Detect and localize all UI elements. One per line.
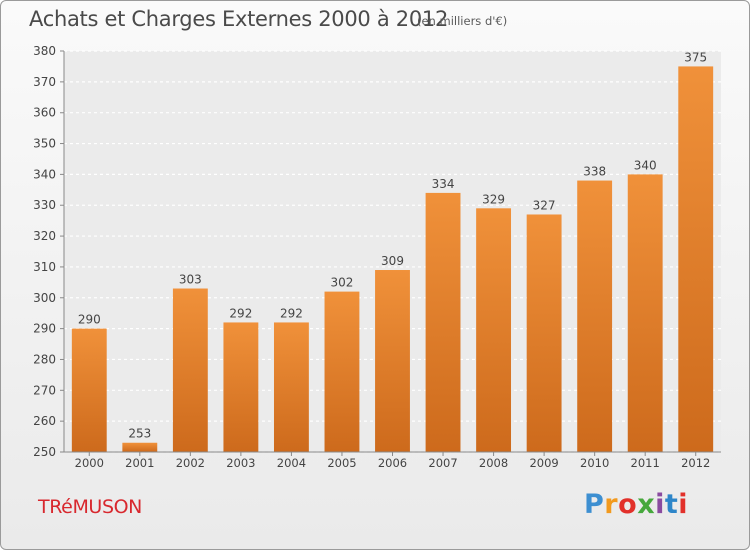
bars [71, 66, 714, 453]
x-tick-label: 2007 [428, 456, 457, 470]
y-tick-label: 370 [33, 75, 56, 89]
y-tick-label: 360 [33, 106, 56, 120]
bar [172, 288, 208, 452]
x-tick-label: 2008 [479, 456, 508, 470]
x-tick-label: 2002 [176, 456, 205, 470]
y-tick-label: 260 [33, 414, 56, 428]
x-tick-labels: 2000 2001 2002 2003 2004 2005 2006 2007 2008 2009… [75, 452, 710, 470]
bar [122, 442, 158, 452]
bar [273, 322, 309, 452]
bar [375, 270, 410, 452]
logo-letter: o [618, 489, 638, 520]
y-tick-label: 290 [33, 322, 56, 336]
bar [577, 180, 613, 453]
bar-value-label: 375 [684, 50, 707, 64]
bar-value-label: 292 [229, 306, 252, 320]
bar-value-label: 290 [78, 313, 101, 327]
y-tick-label: 340 [33, 167, 56, 181]
y-tick-labels: 250 260 270 280 290 300 310 320 330 340 350 360 370 3… [33, 44, 64, 459]
x-tick-label: 2000 [75, 456, 104, 470]
x-tick-label: 2004 [277, 456, 306, 470]
x-tick-label: 2012 [681, 456, 710, 470]
bar-value-label: 303 [179, 273, 202, 287]
bar [324, 291, 360, 452]
chart-subtitle: (en milliers d'€) [417, 14, 508, 28]
logo-letter: P [584, 489, 605, 520]
bar-value-label: 292 [280, 306, 303, 320]
logo-letter: t [664, 489, 679, 520]
bar [476, 208, 512, 452]
x-tick-label: 2006 [378, 456, 407, 470]
y-tick-label: 280 [33, 352, 56, 366]
y-tick-label: 320 [33, 229, 56, 243]
logo-letter: r [604, 489, 619, 520]
x-tick-label: 2003 [226, 456, 255, 470]
bar [71, 328, 107, 452]
commune-name: TRéMUSON [38, 496, 142, 518]
x-tick-label: 2009 [529, 456, 558, 470]
bar-value-label: 302 [331, 276, 354, 290]
bar [678, 66, 714, 452]
x-tick-label: 2010 [580, 456, 609, 470]
x-tick-label: 2005 [327, 456, 356, 470]
bar-value-label: 340 [634, 158, 657, 172]
bar-value-label: 309 [381, 254, 404, 268]
y-tick-label: 300 [33, 291, 56, 305]
y-tick-label: 350 [33, 137, 56, 151]
y-tick-label: 310 [33, 260, 56, 274]
y-tick-label: 380 [33, 44, 56, 58]
logo-letter: i [655, 489, 665, 520]
x-tick-label: 2011 [631, 456, 660, 470]
bar-value-label: 253 [128, 427, 151, 441]
bar-value-label: 338 [583, 165, 606, 179]
y-tick-label: 250 [33, 445, 56, 459]
bar [526, 214, 562, 452]
logo-letter: x [637, 489, 656, 520]
bar-labels: 290 253 303 292 292 302 309 334 329 327 338 340 375 [78, 50, 707, 440]
bar-value-label: 334 [432, 177, 455, 191]
bar-value-label: 327 [533, 198, 556, 212]
bar-value-label: 329 [482, 192, 505, 206]
bar [223, 322, 259, 452]
y-tick-label: 270 [33, 383, 56, 397]
y-tick-label: 330 [33, 198, 56, 212]
bar [627, 174, 663, 452]
x-tick-label: 2001 [125, 456, 154, 470]
bar [425, 192, 461, 452]
chart-title: Achats et Charges Externes 2000 à 2012 [29, 7, 449, 31]
proxiti-logo[interactable]: Proxiti [584, 489, 688, 520]
logo-letter: i [678, 489, 689, 520]
